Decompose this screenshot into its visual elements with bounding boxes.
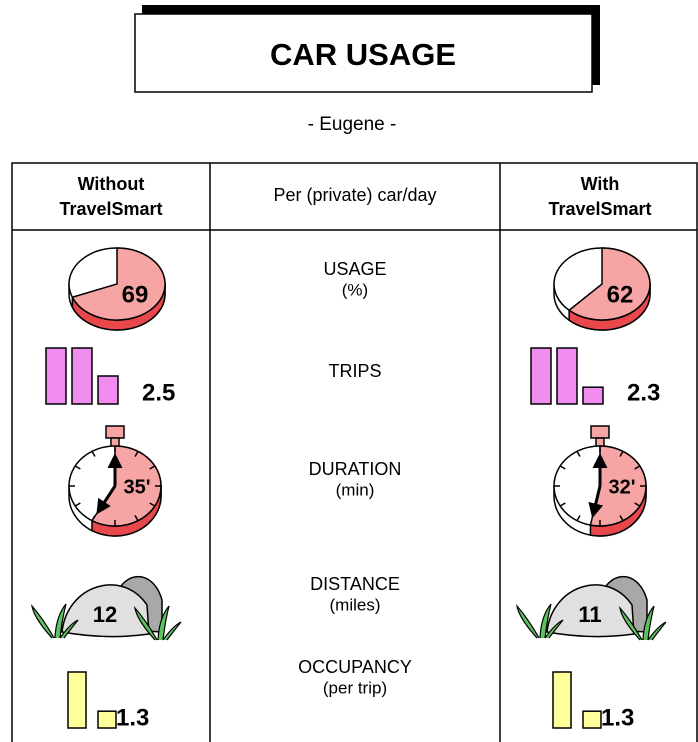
value-label: 11 [578,602,601,627]
grass [134,605,182,641]
clock-hand [588,485,604,519]
clock-tick [576,450,581,457]
clock-tick [91,450,96,457]
clock-tick [134,515,139,522]
value-label: 12 [93,602,117,627]
value-label: 1.3 [116,704,149,731]
row-unit: (min) [336,480,375,499]
value-label: 69 [122,281,149,308]
grass [31,603,79,639]
trip-bar [582,386,604,405]
value-label: 32' [608,476,635,498]
clock-tick [74,465,81,470]
clock-knob [590,425,610,439]
value-label: 35' [123,476,150,498]
trip-bar [45,347,67,405]
row-label: TRIPS [328,361,381,381]
value-label: 1.3 [601,704,634,731]
occupancy-bar [67,671,87,729]
trip-bar [556,347,578,405]
clock-tick [576,515,581,522]
title: CAR USAGE [270,37,456,72]
sector [71,247,166,321]
trip-bar [530,347,552,405]
clock-tick [559,502,566,507]
clock-tick [74,502,81,507]
row-label: OCCUPANCY [298,657,412,677]
trip-bar [71,347,93,405]
occupancy-bar [552,671,572,729]
row-unit: (miles) [330,595,381,614]
clock-tick [559,465,566,470]
clock-hand [96,485,117,515]
header-right: With [581,174,620,194]
row-unit: (per trip) [323,678,387,697]
row-label: USAGE [323,259,386,279]
header-left: TravelSmart [59,199,162,219]
value-label: 2.3 [627,379,660,406]
header-right: TravelSmart [548,199,651,219]
row-label: DISTANCE [310,574,400,594]
grass [619,605,667,641]
row-label: DURATION [309,459,402,479]
trip-bar [97,375,119,405]
occupancy-bar [97,710,117,729]
title-box [134,13,593,93]
value-label: 2.5 [142,379,175,406]
sector [567,247,651,321]
header-left: Without [78,174,145,194]
table-border [11,162,698,742]
clock-tick [149,502,156,507]
clock-tick [134,450,139,457]
grass [516,603,564,639]
clock-tick [619,450,624,457]
clock-tick [91,515,96,522]
clock-tick [634,465,641,470]
clock-tick [619,515,624,522]
subtitle: - Eugene - [308,114,397,135]
clock-knob [105,425,125,439]
clock-tick [149,465,156,470]
value-label: 62 [607,281,634,308]
row-unit: (%) [342,280,368,299]
occupancy-bar [582,710,602,729]
rock-front [546,584,635,638]
clock-tick [634,502,641,507]
rock-front [61,584,150,638]
header-middle: Per (private) car/day [273,185,436,205]
